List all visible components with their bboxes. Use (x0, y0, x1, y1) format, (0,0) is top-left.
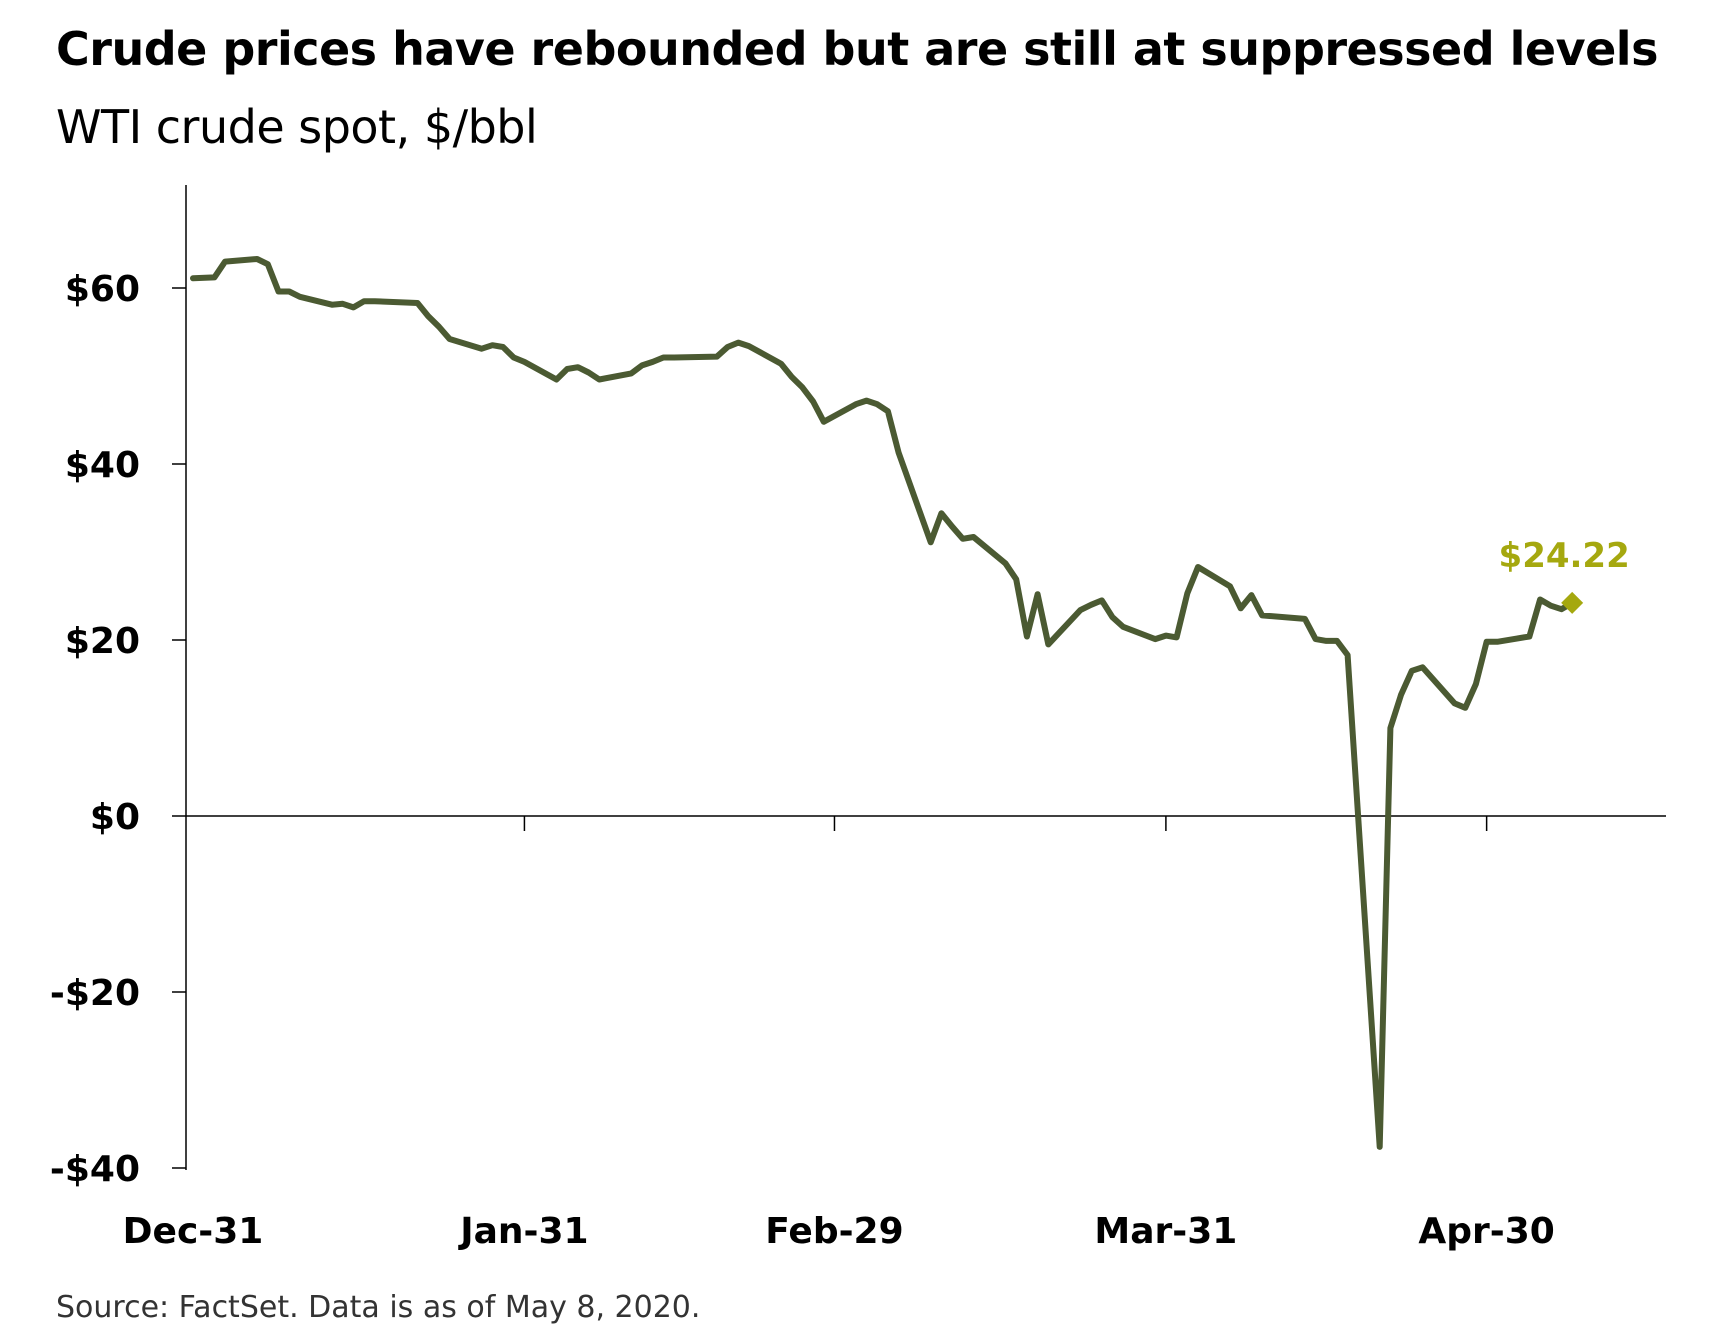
chart-marks (190, 256, 1584, 1150)
wti-price-line (190, 256, 1576, 1150)
y-tick-label: $40 (65, 445, 140, 486)
x-tick-label: Jan-31 (457, 1211, 588, 1252)
x-tick-label: Feb-29 (765, 1211, 903, 1252)
x-tick-label: Apr-30 (1418, 1211, 1554, 1252)
x-tick-label: Dec-31 (123, 1211, 264, 1252)
y-tick-label: -$20 (50, 973, 140, 1014)
x-tick-label: Mar-31 (1094, 1211, 1237, 1252)
chart-axes (172, 185, 1666, 1170)
chart-title: Crude prices have rebounded but are stil… (56, 22, 1658, 76)
y-tick-label: -$40 (50, 1149, 140, 1190)
chart-subtitle: WTI crude spot, $/bbl (56, 100, 538, 154)
end-point-diamond (1561, 591, 1584, 614)
chart-labels: $60 $40 $20 $0 -$20 -$40 Dec-31 Jan-31 Feb-29 Mar… (50, 269, 1630, 1252)
source-note: Source: FactSet. Data is as of May 8, 20… (56, 1290, 701, 1325)
y-tick-label: $0 (90, 797, 140, 838)
y-tick-label: $20 (65, 621, 140, 662)
y-tick-label: $60 (65, 269, 140, 310)
end-point-label: $24.22 (1499, 536, 1630, 576)
